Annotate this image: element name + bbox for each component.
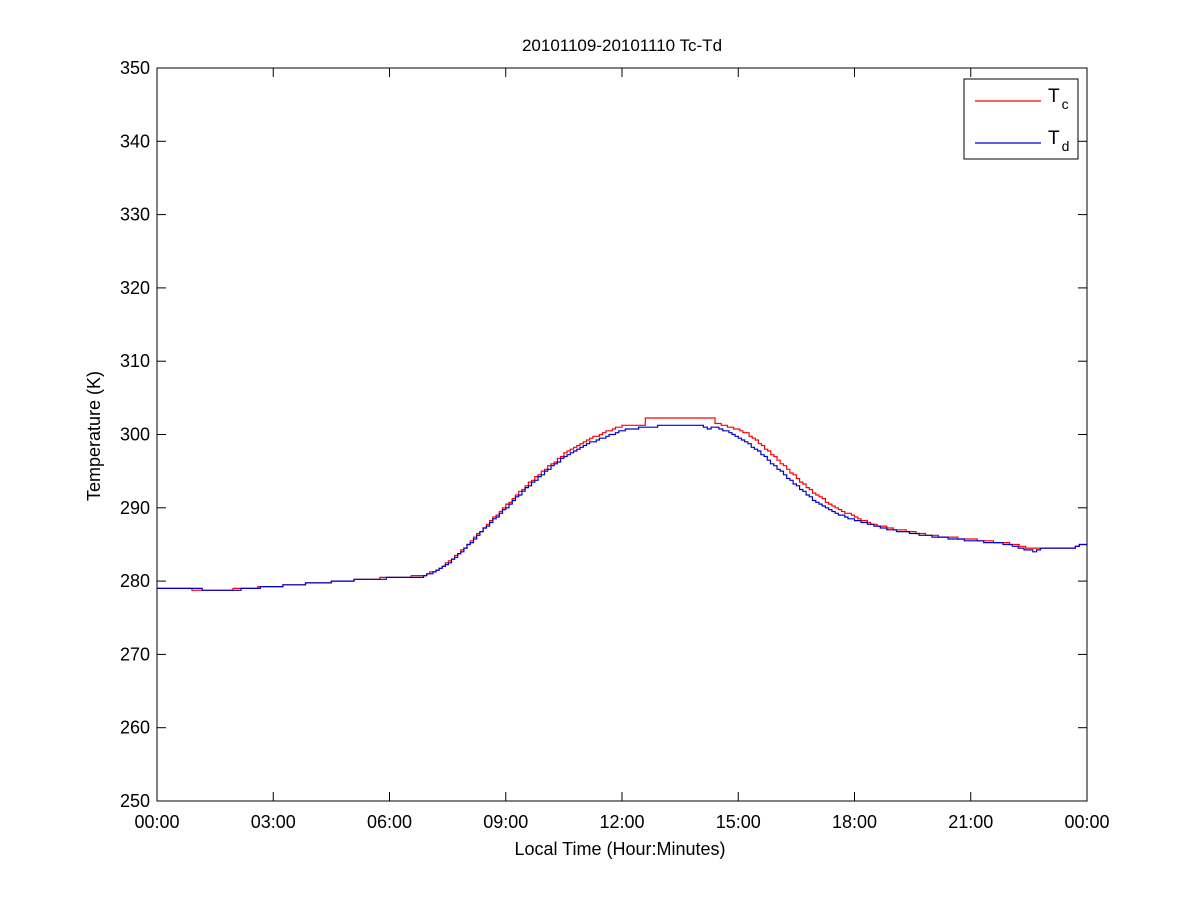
- y-tick-label: 310: [120, 351, 150, 371]
- y-axis-ticks: 250 260 270 280 290 300 310 320 330 340 350: [120, 58, 1087, 811]
- legend-box: [963, 78, 1079, 160]
- series-line-d: [157, 424, 1087, 591]
- y-tick-label: 260: [120, 718, 150, 738]
- x-tick-label: 12:00: [599, 812, 644, 832]
- x-tick-label: 15:00: [716, 812, 761, 832]
- y-tick-label: 250: [120, 791, 150, 811]
- y-tick-label: 350: [120, 58, 150, 78]
- y-tick-label: 280: [120, 571, 150, 591]
- x-tick-label: 18:00: [832, 812, 877, 832]
- y-tick-label: 290: [120, 498, 150, 518]
- y-tick-label: 330: [120, 205, 150, 225]
- x-tick-label: 03:00: [251, 812, 296, 832]
- y-tick-label: 320: [120, 278, 150, 298]
- x-tick-label: 09:00: [483, 812, 528, 832]
- chart-title: 20101109-20101110 Tc-Td: [522, 36, 722, 55]
- y-tick-label: 300: [120, 425, 150, 445]
- x-axis-label: Local Time (Hour:Minutes): [514, 839, 725, 859]
- y-axis-label: Temperature (K): [84, 371, 104, 501]
- x-tick-label: 00:00: [134, 812, 179, 832]
- x-tick-label: 21:00: [948, 812, 993, 832]
- x-tick-label: 00:00: [1064, 812, 1109, 832]
- plot-lines: [157, 417, 1087, 591]
- y-tick-label: 270: [120, 644, 150, 664]
- y-tick-label: 340: [120, 131, 150, 151]
- x-axis-ticks: 00:00 03:00 06:00 09:00 12:00 15:00 18:00 21:00…: [134, 68, 1110, 832]
- x-tick-label: 06:00: [367, 812, 412, 832]
